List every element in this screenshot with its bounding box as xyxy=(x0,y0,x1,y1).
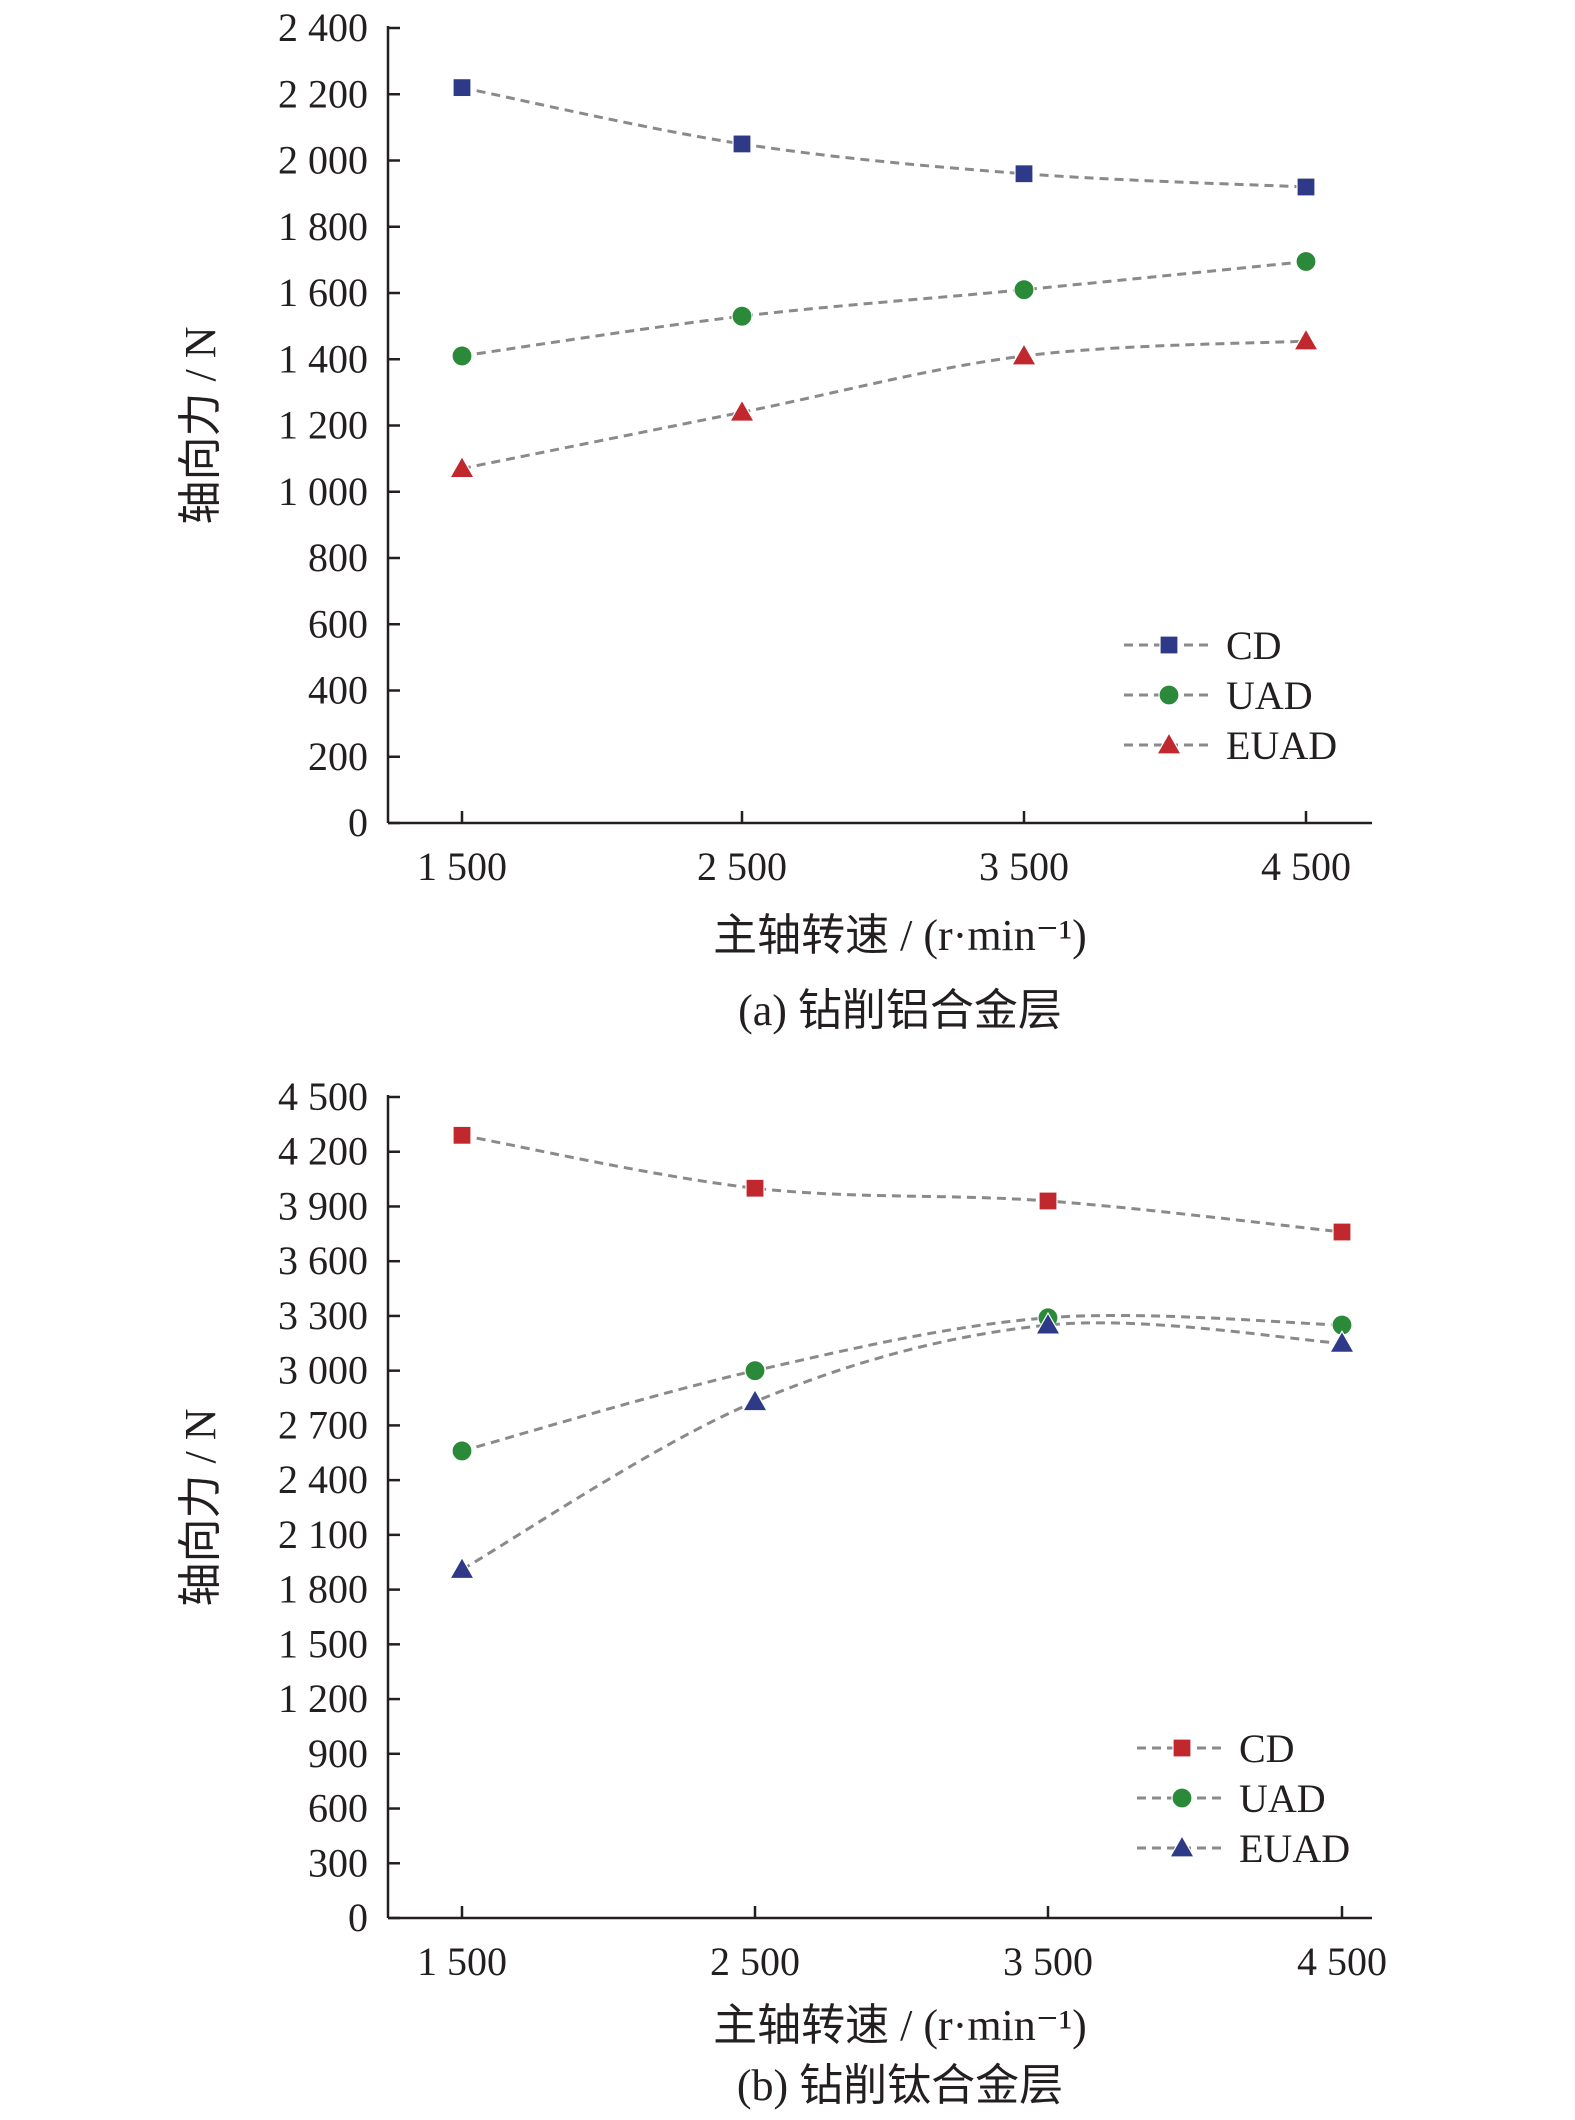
legend-marker-uad xyxy=(1158,684,1180,706)
data-point-cd xyxy=(452,78,472,98)
y-tick-label: 400 xyxy=(308,668,368,713)
y-tick-label: 4 500 xyxy=(278,1074,368,1119)
y-tick-label: 600 xyxy=(308,1786,368,1831)
x-axis-title: 主轴转速 / (r·min⁻¹) xyxy=(713,2001,1087,2050)
x-tick-label: 3 500 xyxy=(1003,1939,1093,1984)
x-tick-label: 1 500 xyxy=(417,1939,507,1984)
data-point-cd xyxy=(745,1178,765,1198)
y-axis-title: 轴向力 / N xyxy=(176,1409,225,1607)
data-point-euad xyxy=(1328,1330,1356,1353)
legend-marker-euad xyxy=(1155,731,1183,755)
data-point-euad xyxy=(1010,342,1038,366)
series-line-euad xyxy=(461,339,1307,471)
data-point-uad xyxy=(1013,279,1035,301)
series-line-euad xyxy=(461,1321,1343,1571)
data-point-euad xyxy=(728,399,756,422)
data-point-uad xyxy=(744,1360,766,1382)
y-tick-label: 300 xyxy=(308,1840,368,1885)
y-tick-label: 1 500 xyxy=(278,1621,368,1666)
x-tick-label: 4 500 xyxy=(1261,844,1351,889)
chart-a: 0 200 400 600 800 1 000 1 200 1 400 1 600 1 800 2 … xyxy=(176,5,1372,1035)
y-tick-label: 200 xyxy=(308,734,368,779)
legend-label-uad: UAD xyxy=(1226,673,1313,718)
y-tick-label: 800 xyxy=(308,535,368,580)
legend-marker-cd xyxy=(1172,1738,1192,1758)
data-point-cd xyxy=(1332,1222,1352,1242)
y-tick-label: 1 200 xyxy=(278,1676,368,1721)
data-point-cd xyxy=(1038,1191,1058,1211)
y-tick-label: 4 200 xyxy=(278,1129,368,1174)
data-point-cd xyxy=(1014,164,1034,184)
y-tick-label: 2 200 xyxy=(278,71,368,116)
data-point-cd xyxy=(1296,177,1316,197)
data-point-uad xyxy=(731,305,753,327)
y-tick-label: 2 000 xyxy=(278,138,368,183)
data-point-euad xyxy=(741,1388,769,1412)
chart-caption: (a) 钻削铝合金层 xyxy=(738,986,1062,1035)
legend-marker-uad xyxy=(1171,1787,1193,1809)
y-tick-label: 2 100 xyxy=(278,1512,368,1557)
series-euad xyxy=(448,327,1320,479)
series-cd xyxy=(452,1125,1352,1242)
y-tick-label: 3 900 xyxy=(278,1183,368,1228)
y-tick-label: 1 800 xyxy=(278,1567,368,1612)
y-tick-label: 1 200 xyxy=(278,403,368,448)
legend-label-cd: CD xyxy=(1239,1726,1295,1771)
series-euad xyxy=(448,1311,1356,1580)
y-tick-label: 0 xyxy=(348,800,368,845)
y-tick-label: 900 xyxy=(308,1731,368,1776)
series-uad xyxy=(451,1307,1353,1462)
series-cd xyxy=(452,78,1316,197)
y-tick-label: 2 400 xyxy=(278,1457,368,1502)
legend-label-euad: EUAD xyxy=(1226,723,1337,768)
x-tick-label: 1 500 xyxy=(417,844,507,889)
data-point-euad xyxy=(448,1556,476,1580)
legend-marker-cd xyxy=(1159,635,1179,655)
data-point-cd xyxy=(452,1125,472,1145)
x-tick-label: 4 500 xyxy=(1297,1939,1387,1984)
y-tick-label: 600 xyxy=(308,601,368,646)
legend-label-euad: EUAD xyxy=(1239,1826,1350,1871)
series-line-cd xyxy=(461,86,1307,189)
data-point-euad xyxy=(1034,1311,1062,1335)
y-tick-label: 2 700 xyxy=(278,1402,368,1447)
data-point-uad xyxy=(451,345,473,367)
chart-caption: (b) 钻削钛合金层 xyxy=(737,2061,1063,2110)
series-line-uad xyxy=(461,260,1307,358)
y-tick-label: 1 400 xyxy=(278,336,368,381)
y-tick-label: 1 800 xyxy=(278,204,368,249)
y-tick-label: 2 400 xyxy=(278,5,368,50)
legend-marker-euad xyxy=(1168,1834,1196,1858)
x-tick-label: 2 500 xyxy=(697,844,787,889)
x-tick-label: 2 500 xyxy=(710,1939,800,1984)
data-point-euad xyxy=(448,455,476,479)
x-axis-title: 主轴转速 / (r·min⁻¹) xyxy=(713,911,1087,960)
chart-b: 0 300 600 900 1 200 1 500 1 800 2 100 2 400 2 700… xyxy=(176,1074,1387,2110)
legend-label-cd: CD xyxy=(1226,623,1282,668)
y-tick-label: 3 300 xyxy=(278,1293,368,1338)
series-line-uad xyxy=(461,1313,1343,1453)
y-tick-label: 0 xyxy=(348,1895,368,1940)
data-point-euad xyxy=(1292,327,1320,351)
series-uad xyxy=(451,250,1317,367)
data-point-uad xyxy=(1295,250,1317,273)
data-point-cd xyxy=(732,134,752,154)
x-tick-label: 3 500 xyxy=(979,844,1069,889)
series-line-cd xyxy=(461,1133,1343,1234)
y-tick-label: 3 600 xyxy=(278,1238,368,1283)
y-tick-label: 3 000 xyxy=(278,1348,368,1393)
y-axis-title: 轴向力 / N xyxy=(176,327,225,525)
legend-label-uad: UAD xyxy=(1239,1776,1326,1821)
data-point-uad xyxy=(451,1440,473,1462)
y-tick-label: 1 000 xyxy=(278,469,368,514)
y-tick-label: 1 600 xyxy=(278,270,368,315)
